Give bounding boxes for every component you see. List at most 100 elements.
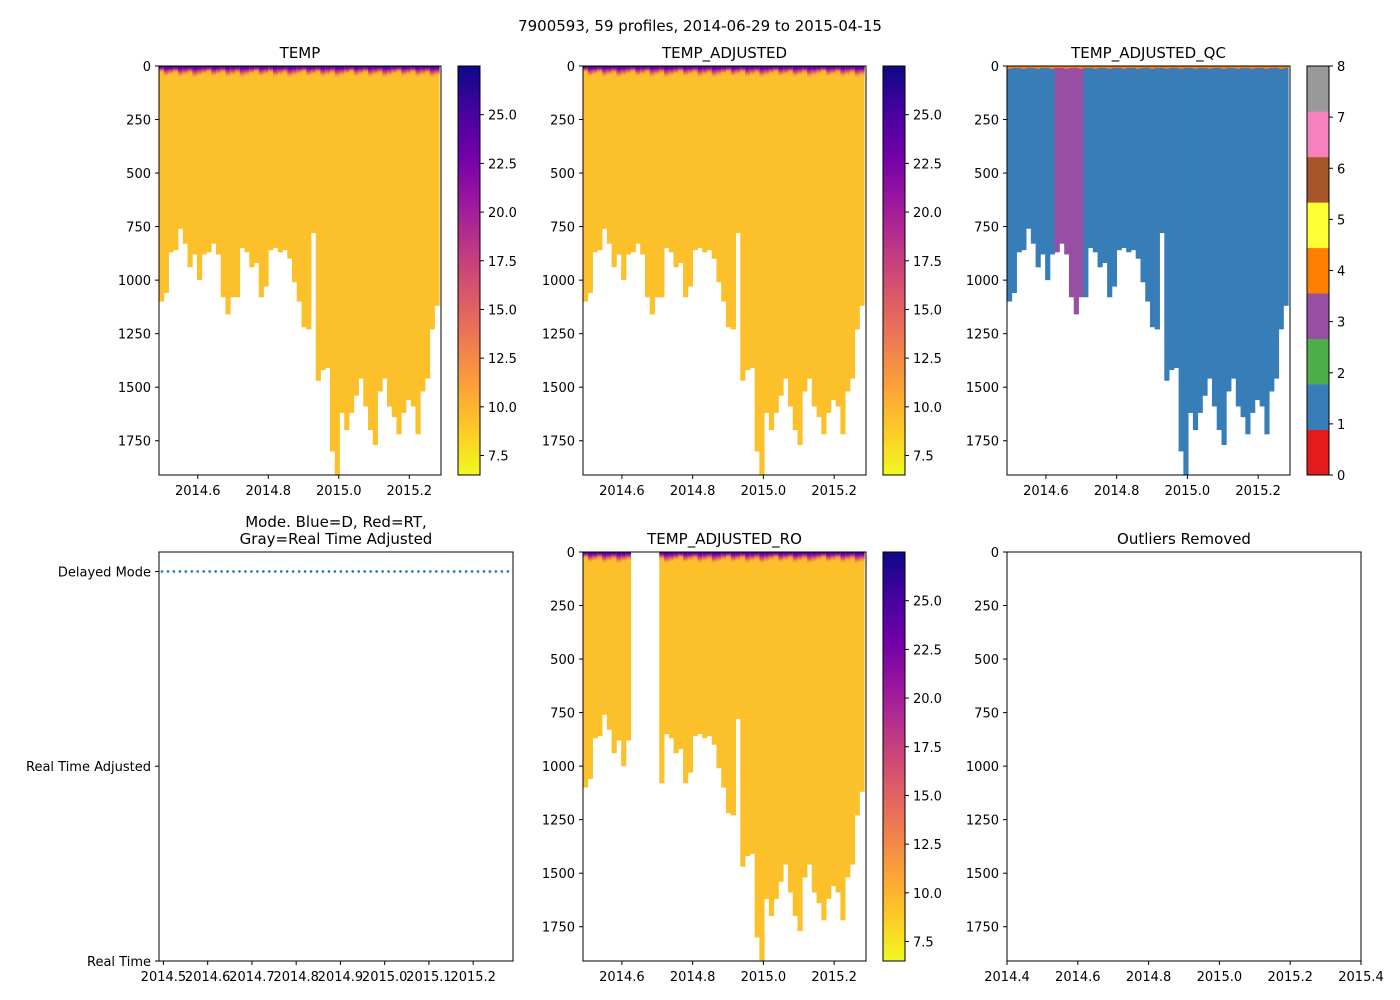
profile-column <box>849 552 856 865</box>
panel-0: TEMP 2014.6 2014.8 2015.0 2015.2 0 250 500 750 10… <box>118 44 517 499</box>
profile-surface <box>334 66 340 79</box>
y-tick-label: 1000 <box>542 274 575 289</box>
profile-column <box>287 66 293 259</box>
y-tick-label: 1000 <box>542 760 575 775</box>
qc-column <box>1126 66 1132 253</box>
profile-column <box>835 552 841 893</box>
x-tick-label: 2015.4 <box>1338 970 1384 985</box>
qc-surface-flag <box>1054 66 1060 68</box>
colorbar-segment <box>1307 111 1329 158</box>
x-tick-label: 2014.6 <box>175 484 221 499</box>
profile-surface <box>621 552 627 563</box>
profile-column <box>606 552 612 730</box>
profile-surface <box>716 552 722 563</box>
profile-surface <box>597 66 603 74</box>
qc-surface-flag <box>1111 66 1118 68</box>
profile-column <box>616 66 622 255</box>
qc-column <box>1154 66 1160 330</box>
colorbar-tick-label: 2 <box>1337 367 1345 382</box>
profile-column <box>611 552 617 754</box>
profile-column <box>602 66 608 229</box>
profile-column <box>673 552 679 754</box>
profile-column <box>764 66 770 413</box>
profile-surface <box>597 552 603 560</box>
profile-column <box>282 66 288 251</box>
profile-surface <box>659 66 665 74</box>
qc-surface-flag <box>1126 66 1132 68</box>
panel-title: TEMP_ADJUSTED_RO <box>646 530 802 549</box>
qc-surface-flag <box>1045 66 1051 68</box>
profile-column <box>230 66 236 298</box>
profile-surface <box>725 552 732 559</box>
profile-surface <box>310 66 317 75</box>
profile-surface <box>787 552 794 560</box>
profile-surface <box>702 552 708 562</box>
profile-column <box>854 552 860 816</box>
qc-surface-flag <box>1188 66 1194 68</box>
profile-surface <box>625 66 632 75</box>
mode-point <box>440 570 444 573</box>
y-tick-label: 1500 <box>118 381 151 396</box>
mode-point <box>434 570 438 573</box>
profile-surface <box>163 66 169 77</box>
profile-column <box>807 66 813 379</box>
colorbar-tick-label: 7.5 <box>488 450 509 465</box>
qc-surface-flag <box>1159 66 1165 68</box>
panel-title: TEMP_ADJUSTED <box>661 44 787 63</box>
mode-point <box>279 570 283 573</box>
qc-column <box>1254 66 1261 401</box>
profile-column <box>268 66 274 251</box>
profile-column <box>835 66 841 407</box>
colorbar-tick-label: 22.5 <box>488 157 517 172</box>
colorbar-tick-label: 6 <box>1337 162 1345 177</box>
profile-column <box>854 66 860 330</box>
x-tick-label: 2015.0 <box>741 970 787 985</box>
y-tick-label: 500 <box>550 653 575 668</box>
qc-column <box>1211 66 1218 407</box>
qc-surface-flag <box>1064 66 1070 69</box>
profile-surface <box>215 66 222 75</box>
profile-column <box>592 66 598 253</box>
profile-column <box>196 66 203 281</box>
qc-column <box>1092 66 1098 253</box>
qc-surface-flag <box>1211 66 1218 68</box>
x-tick-label: 2014.9 <box>318 970 364 985</box>
qc-surface-flag <box>1107 66 1113 69</box>
profile-surface <box>664 552 670 565</box>
mode-point <box>208 570 211 573</box>
qc-column <box>1173 66 1179 368</box>
profile-surface <box>239 66 245 79</box>
profile-surface <box>372 66 378 76</box>
qc-surface-flag <box>1068 66 1075 68</box>
qc-surface-flag <box>1135 66 1141 69</box>
x-tick-label: 2015.1 <box>406 970 452 985</box>
profile-surface <box>234 66 241 74</box>
colorbar-tick-label: 12.5 <box>913 838 942 853</box>
qc-surface-flag <box>1235 66 1241 69</box>
qc-column <box>1273 66 1280 379</box>
profile-surface <box>320 66 326 78</box>
qc-surface-flag <box>1078 66 1084 69</box>
profile-column <box>745 552 751 857</box>
qc-surface-flag <box>1254 66 1261 68</box>
profile-column <box>845 552 851 878</box>
profile-column <box>583 66 589 302</box>
mode-point <box>256 570 259 573</box>
qc-column <box>1130 66 1137 251</box>
profile-surface <box>583 66 589 73</box>
colorbar-frame <box>882 65 906 476</box>
qc-surface-flag <box>1197 66 1203 68</box>
x-tick-label: 2015.2 <box>387 484 433 499</box>
profile-surface <box>301 66 307 73</box>
qc-surface-flag <box>1273 66 1280 68</box>
profile-surface <box>759 552 765 565</box>
y-tick-label: 1250 <box>542 814 575 829</box>
profile-surface <box>759 66 765 79</box>
mode-point <box>333 570 337 573</box>
qc-column <box>1078 66 1084 298</box>
x-tick-label: 2014.8 <box>273 970 319 985</box>
profile-column <box>773 66 779 413</box>
y-tick-label: 1000 <box>966 760 999 775</box>
qc-column <box>1064 66 1070 255</box>
profile-column <box>587 66 593 293</box>
